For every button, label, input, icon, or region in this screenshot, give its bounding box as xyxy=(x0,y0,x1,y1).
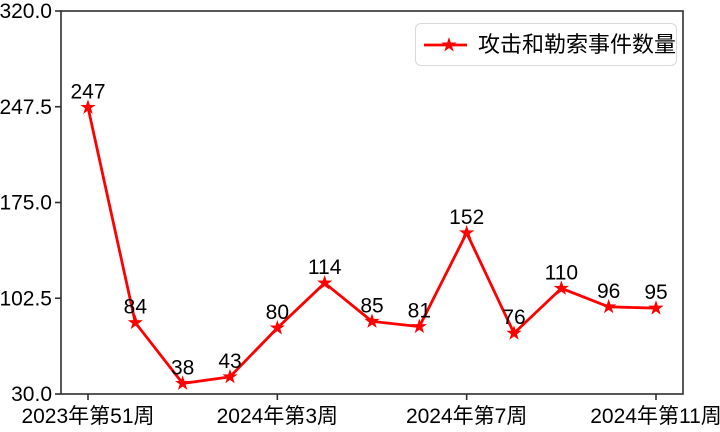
x-tick-label: 2024年第7周 xyxy=(406,405,527,428)
data-point-label: 80 xyxy=(266,301,289,324)
data-point-marker xyxy=(269,319,285,335)
data-point-marker xyxy=(317,275,333,290)
x-tick-label: 2024年第11周 xyxy=(590,405,720,428)
data-point-label: 95 xyxy=(644,281,667,304)
data-point-marker xyxy=(506,325,522,340)
legend: 攻击和勒索事件数量 xyxy=(415,23,677,66)
legend-star-icon xyxy=(441,36,457,51)
data-point-label: 85 xyxy=(360,294,383,317)
y-tick-label: 175.0 xyxy=(0,192,52,215)
axis-frame xyxy=(60,10,684,395)
data-point-label: 247 xyxy=(70,80,105,103)
y-tick-label: 102.5 xyxy=(0,287,52,310)
data-point-label: 81 xyxy=(408,300,431,323)
data-point-marker xyxy=(80,99,96,114)
data-point-label: 96 xyxy=(597,280,620,303)
data-point-label: 152 xyxy=(449,206,484,229)
y-tick-label: 30.0 xyxy=(11,383,52,406)
data-point-marker xyxy=(411,318,427,334)
data-point-label: 114 xyxy=(308,256,342,279)
data-point-marker xyxy=(648,300,664,315)
data-point-label: 76 xyxy=(502,306,525,329)
legend-label: 攻击和勒索事件数量 xyxy=(477,31,676,57)
data-point-marker xyxy=(222,368,238,384)
y-tick-label: 247.5 xyxy=(0,96,52,119)
data-point-marker xyxy=(364,313,380,328)
series-line xyxy=(86,107,657,385)
data-point-label: 84 xyxy=(124,296,148,319)
data-point-label: 43 xyxy=(218,350,241,373)
x-tick-label: 2023年第51周 xyxy=(21,405,154,428)
data-point-marker xyxy=(459,224,475,240)
data-point-marker xyxy=(127,314,143,330)
data-point-label: 110 xyxy=(545,261,578,284)
data-point-marker xyxy=(175,375,191,390)
x-tick-label: 2024年第3周 xyxy=(217,405,338,428)
data-point-label: 38 xyxy=(171,356,194,379)
legend-line-sample xyxy=(424,36,467,51)
data-point-marker xyxy=(601,298,617,314)
data-point-marker xyxy=(553,280,569,295)
y-tick-label: 320.0 xyxy=(0,0,52,23)
